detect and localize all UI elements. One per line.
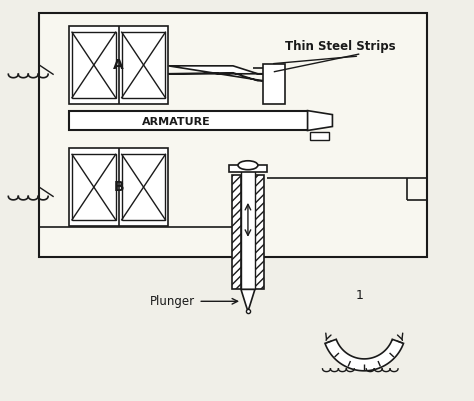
Bar: [263, 64, 285, 103]
Text: 1: 1: [356, 289, 363, 302]
Bar: [69, 111, 308, 130]
Bar: [241, 167, 255, 290]
Bar: [39, 13, 427, 257]
Polygon shape: [168, 66, 263, 81]
Bar: [255, 175, 264, 290]
Bar: [72, 32, 116, 98]
Text: ARMATURE: ARMATURE: [142, 117, 211, 127]
Text: A: A: [113, 58, 124, 72]
Bar: [122, 154, 165, 220]
Polygon shape: [308, 111, 332, 130]
Text: Plunger: Plunger: [150, 295, 195, 308]
Polygon shape: [241, 290, 255, 311]
Bar: [122, 32, 165, 98]
Bar: [310, 132, 329, 140]
Text: B: B: [113, 180, 124, 194]
Ellipse shape: [238, 161, 258, 170]
Polygon shape: [325, 339, 403, 371]
Bar: [229, 165, 267, 172]
Bar: [72, 154, 116, 220]
Bar: [69, 148, 168, 226]
Text: Thin Steel Strips: Thin Steel Strips: [285, 40, 395, 53]
Bar: [232, 175, 241, 290]
Bar: [69, 26, 168, 104]
